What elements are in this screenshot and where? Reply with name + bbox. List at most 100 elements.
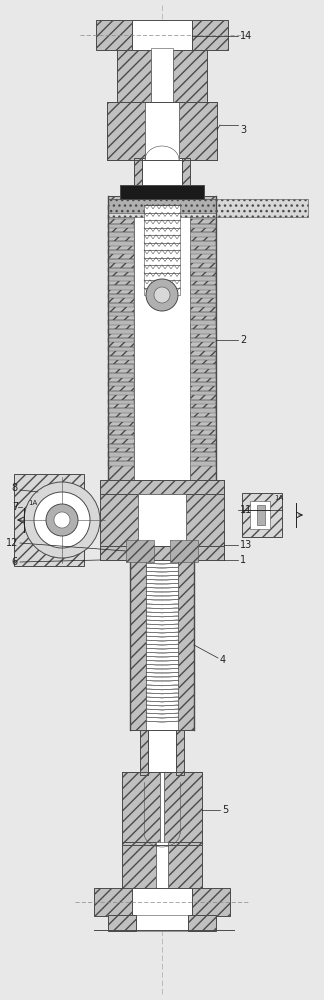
Bar <box>117 48 151 108</box>
Polygon shape <box>108 382 134 386</box>
Bar <box>136 915 188 931</box>
Bar <box>250 501 270 529</box>
Polygon shape <box>108 250 134 254</box>
Polygon shape <box>108 338 134 342</box>
Polygon shape <box>108 312 134 316</box>
Bar <box>145 102 179 160</box>
Polygon shape <box>108 452 134 457</box>
Bar <box>138 494 186 546</box>
Polygon shape <box>108 320 134 325</box>
Bar <box>96 20 132 50</box>
Bar <box>100 480 224 494</box>
Polygon shape <box>108 417 134 422</box>
Circle shape <box>54 512 70 528</box>
Bar <box>120 185 204 199</box>
Bar <box>182 158 190 188</box>
Polygon shape <box>108 373 134 378</box>
Polygon shape <box>108 294 134 298</box>
Polygon shape <box>100 558 138 560</box>
Text: 12: 12 <box>6 538 18 548</box>
Bar <box>142 158 182 188</box>
Bar <box>122 842 156 894</box>
Polygon shape <box>108 329 134 334</box>
Text: 11: 11 <box>240 505 252 515</box>
Polygon shape <box>190 268 216 272</box>
Polygon shape <box>190 215 216 219</box>
Polygon shape <box>190 320 216 325</box>
Polygon shape <box>108 206 134 210</box>
Polygon shape <box>108 408 134 413</box>
Bar <box>148 730 176 775</box>
Polygon shape <box>190 461 216 466</box>
Polygon shape <box>190 338 216 342</box>
Text: 3: 3 <box>240 125 246 135</box>
Bar <box>164 772 202 845</box>
Bar <box>130 558 146 730</box>
Text: 2: 2 <box>240 335 246 345</box>
Polygon shape <box>190 232 216 237</box>
Bar <box>134 158 142 188</box>
Bar <box>178 558 194 730</box>
Bar <box>14 474 84 566</box>
Polygon shape <box>190 408 216 413</box>
Polygon shape <box>190 435 216 439</box>
Bar <box>257 505 265 525</box>
Polygon shape <box>190 241 216 246</box>
Bar <box>132 888 192 916</box>
Polygon shape <box>108 276 134 281</box>
Bar <box>156 842 168 894</box>
Bar <box>108 199 308 217</box>
Polygon shape <box>190 382 216 386</box>
Polygon shape <box>190 364 216 369</box>
Bar <box>108 196 134 480</box>
Bar <box>94 888 132 916</box>
Polygon shape <box>190 444 216 448</box>
Polygon shape <box>108 435 134 439</box>
Circle shape <box>154 287 170 303</box>
Text: 6: 6 <box>12 557 18 567</box>
Bar <box>170 540 198 562</box>
Polygon shape <box>108 303 134 307</box>
Polygon shape <box>186 558 224 560</box>
Text: 1A: 1A <box>28 500 37 506</box>
Bar <box>108 199 216 213</box>
Bar <box>179 102 217 160</box>
Bar <box>100 480 138 560</box>
Bar <box>126 540 154 562</box>
Bar <box>132 20 192 50</box>
Polygon shape <box>190 285 216 290</box>
Bar <box>188 915 216 931</box>
Bar <box>176 730 184 775</box>
Text: 1A: 1A <box>274 495 283 501</box>
Polygon shape <box>108 232 134 237</box>
Polygon shape <box>108 285 134 290</box>
Polygon shape <box>190 259 216 263</box>
Polygon shape <box>108 347 134 351</box>
Polygon shape <box>190 400 216 404</box>
Polygon shape <box>190 276 216 281</box>
Polygon shape <box>108 391 134 395</box>
Polygon shape <box>190 417 216 422</box>
Text: 8: 8 <box>12 483 18 493</box>
Polygon shape <box>190 206 216 210</box>
Bar <box>192 20 228 50</box>
Text: 13: 13 <box>240 540 252 550</box>
Polygon shape <box>190 347 216 351</box>
Bar <box>151 48 173 108</box>
Bar <box>190 196 216 480</box>
Polygon shape <box>108 259 134 263</box>
Bar <box>146 558 178 730</box>
Polygon shape <box>190 312 216 316</box>
Bar <box>192 888 230 916</box>
Polygon shape <box>108 215 134 219</box>
Polygon shape <box>190 391 216 395</box>
Bar <box>100 546 224 560</box>
Bar <box>160 772 164 845</box>
Polygon shape <box>108 400 134 404</box>
Polygon shape <box>190 426 216 430</box>
Polygon shape <box>108 461 134 466</box>
Polygon shape <box>190 294 216 298</box>
Polygon shape <box>190 250 216 254</box>
Bar <box>108 915 136 931</box>
Bar <box>144 205 180 295</box>
